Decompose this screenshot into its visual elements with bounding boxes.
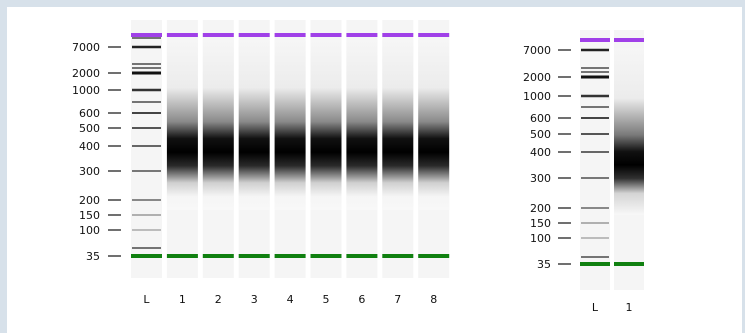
upper-marker-lane-1 <box>166 33 198 37</box>
size-label-500: 500 <box>530 128 551 141</box>
size-label-35: 35 <box>537 258 551 271</box>
lane-label-L: L <box>143 293 150 306</box>
size-label-100: 100 <box>79 224 100 237</box>
ladder-band-400 <box>581 151 609 153</box>
lane-label-2: 2 <box>215 293 222 306</box>
ladder-band-minor <box>132 247 161 249</box>
size-label-300: 300 <box>79 165 100 178</box>
ladder-band-300 <box>581 177 609 179</box>
upper-marker-lane-5 <box>310 33 342 37</box>
ladder-band-minor <box>132 101 161 103</box>
ladder-band-150 <box>581 222 609 224</box>
sample-band-lane-7 <box>382 40 414 210</box>
sample-band-lane-5 <box>310 40 342 210</box>
lane-L <box>580 30 610 290</box>
lane-label-1: 1 <box>179 293 186 306</box>
lower-marker-lane-6 <box>346 254 378 258</box>
ladder-band-100 <box>581 237 609 239</box>
lane-label-6: 6 <box>358 293 365 306</box>
size-label-2000: 2000 <box>523 71 551 84</box>
size-label-400: 400 <box>79 140 100 153</box>
ladder-band-minor <box>132 67 161 69</box>
lane-label-L: L <box>592 301 599 314</box>
lane-label-4: 4 <box>287 293 294 306</box>
upper-marker-lane-L <box>131 33 162 37</box>
lower-marker-lane-L <box>131 254 162 258</box>
ladder-band-7000 <box>132 45 161 49</box>
ladder-band-minor <box>581 71 609 73</box>
ladder-band-400 <box>132 145 161 147</box>
ladder-band-2000 <box>132 71 161 75</box>
ladder-band-1000 <box>581 94 609 98</box>
sample-band-lane-2 <box>202 40 234 210</box>
lane-label-1: 1 <box>626 301 633 314</box>
upper-marker-lane-2 <box>202 33 234 37</box>
size-label-300: 300 <box>530 172 551 185</box>
size-label-500: 500 <box>79 122 100 135</box>
sample-band-lane-4 <box>274 40 306 210</box>
ladder-band-2000 <box>581 75 609 79</box>
ladder-band-600 <box>581 117 609 119</box>
size-label-600: 600 <box>530 112 551 125</box>
size-label-1000: 1000 <box>72 84 100 97</box>
lane-label-7: 7 <box>394 293 401 306</box>
size-label-200: 200 <box>530 202 551 215</box>
size-label-600: 600 <box>79 107 100 120</box>
size-label-100: 100 <box>530 232 551 245</box>
size-label-35: 35 <box>86 250 100 263</box>
size-label-1000: 1000 <box>523 90 551 103</box>
lower-marker-lane-3 <box>238 254 270 258</box>
lower-marker-lane-4 <box>274 254 306 258</box>
lane-label-3: 3 <box>251 293 258 306</box>
lower-marker-lane-5 <box>310 254 342 258</box>
upper-marker-lane-1 <box>614 38 644 42</box>
ladder-band-600 <box>132 112 161 114</box>
ladder-band-300 <box>132 170 161 172</box>
upper-marker-lane-3 <box>238 33 270 37</box>
ladder-band-minor <box>581 67 609 69</box>
lane-label-8: 8 <box>430 293 437 306</box>
upper-marker-lane-7 <box>382 33 414 37</box>
size-label-7000: 7000 <box>72 41 100 54</box>
lower-marker-lane-1 <box>166 254 198 258</box>
size-label-200: 200 <box>79 194 100 207</box>
size-label-150: 150 <box>530 217 551 230</box>
upper-marker-lane-6 <box>346 33 378 37</box>
ladder-band-7000 <box>581 48 609 52</box>
ladder-band-200 <box>132 199 161 201</box>
sample-band-lane-8 <box>418 40 450 210</box>
size-label-7000: 7000 <box>523 44 551 57</box>
gel-panel-right: 7000 2000 1000 600 500 400 300 200 150 100 35 L 1 <box>523 30 644 314</box>
lane-label-5: 5 <box>323 293 330 306</box>
ladder-band-minor <box>132 63 161 65</box>
ladder-band-500 <box>581 133 609 135</box>
size-label-2000: 2000 <box>72 67 100 80</box>
gel-panel-left: 7000 2000 1000 600 500 400 300 200 150 100 35 L 1 2 3 4… <box>72 20 450 306</box>
ladder-band-100 <box>132 229 161 231</box>
ladder-band-500 <box>132 127 161 129</box>
upper-marker-lane-L <box>580 38 610 42</box>
ladder-band-minor <box>132 37 161 39</box>
lower-marker-lane-1 <box>614 262 644 266</box>
ladder-band-150 <box>132 214 161 216</box>
upper-marker-lane-8 <box>418 33 450 37</box>
lower-marker-lane-8 <box>418 254 450 258</box>
lower-marker-lane-2 <box>202 254 234 258</box>
sample-band-lane-3 <box>238 40 270 210</box>
lower-marker-lane-7 <box>382 254 414 258</box>
sample-band-lane-1 <box>614 48 644 215</box>
upper-marker-lane-4 <box>274 33 306 37</box>
ladder-band-1000 <box>132 88 161 92</box>
sample-band-lane-6 <box>346 40 378 210</box>
size-label-400: 400 <box>530 146 551 159</box>
ladder-band-minor <box>581 106 609 108</box>
ladder-band-200 <box>581 207 609 209</box>
ladder-band-minor <box>581 256 609 258</box>
sample-band-lane-1 <box>166 40 198 210</box>
lower-marker-lane-L <box>580 262 610 266</box>
lane-L <box>131 20 162 278</box>
size-label-150: 150 <box>79 209 100 222</box>
